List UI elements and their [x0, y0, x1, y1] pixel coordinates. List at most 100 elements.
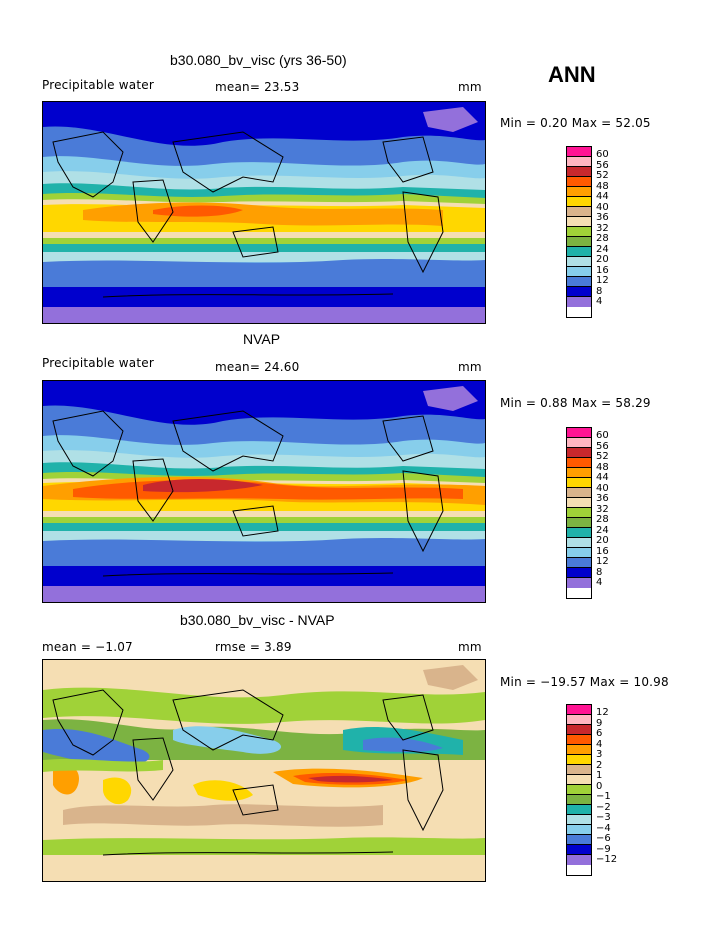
panel2-title: NVAP [243, 331, 281, 347]
colorbar-tick-label: −12 [596, 854, 618, 865]
colorbar-tick-label: 60 [596, 149, 609, 160]
panel2-colorbar-swatch [567, 438, 591, 448]
panel3-rmse-label: rmse = 3.89 [215, 640, 292, 654]
panel1-colorbar-swatch [567, 237, 591, 247]
panel1-colorbar-swatch [567, 157, 591, 167]
panel3-units: mm [458, 640, 482, 654]
colorbar-tick-label: 2 [596, 759, 603, 771]
panel2-colorbar-swatch [567, 558, 591, 568]
panel3-colorbar-swatch [567, 745, 591, 755]
panel2-map [42, 380, 486, 603]
colorbar-tick-label: 4 [596, 738, 603, 750]
panel1-colorbar-swatch [567, 167, 591, 177]
panel1-colorbar-swatch [567, 177, 591, 187]
colorbar-tick-label: 36 [596, 212, 609, 223]
panel3-title: b30.080_bv_visc - NVAP [180, 612, 335, 628]
panel1-colorbar-swatch [567, 247, 591, 257]
colorbar-tick-label: 40 [596, 201, 609, 213]
panel1-variable-label: Precipitable water [42, 78, 154, 92]
colorbar-tick-label: 32 [596, 503, 609, 515]
colorbar-tick-label: −2 [596, 801, 611, 813]
panel1-title: b30.080_bv_visc (yrs 36-50) [170, 52, 347, 68]
colorbar-tick-label: 56 [596, 159, 609, 171]
colorbar-tick-label: 9 [596, 717, 603, 729]
panel2-colorbar-swatch [567, 508, 591, 518]
colorbar-tick-label: 28 [596, 233, 609, 244]
colorbar-tick-label: −6 [596, 833, 611, 844]
panel3-colorbar-swatch [567, 855, 591, 865]
panel2-colorbar-swatch [567, 478, 591, 488]
panel1-colorbar-swatch [567, 197, 591, 207]
panel2-colorbar-swatch [567, 448, 591, 458]
panel1-mean-label: mean= 23.53 [215, 80, 300, 94]
panel1-colorbar-swatch [567, 257, 591, 267]
panel3-colorbar-swatch [567, 755, 591, 765]
panel2-colorbar-swatch [567, 498, 591, 508]
panel2-colorbar-swatch [567, 568, 591, 578]
panel1-minmax: Min = 0.20 Max = 52.05 [500, 116, 651, 130]
colorbar-tick-label: 44 [596, 472, 609, 483]
colorbar-tick-label: 52 [596, 451, 609, 462]
panel1-colorbar-swatch [567, 187, 591, 197]
colorbar-tick-label: 48 [596, 180, 609, 192]
panel1-colorbar-swatch [567, 227, 591, 237]
panel2-map-image [43, 381, 485, 602]
colorbar-tick-label: 16 [596, 545, 609, 557]
colorbar-tick-label: −9 [596, 843, 611, 855]
panel2-colorbar-swatch [567, 528, 591, 538]
panel2-colorbar-swatch [567, 538, 591, 548]
panel1-colorbar-swatch [567, 207, 591, 217]
panel3-colorbar-swatch [567, 795, 591, 805]
panel3-colorbar-swatch [567, 705, 591, 715]
panel1-colorbar-swatch [567, 277, 591, 287]
colorbar-tick-label: −4 [596, 822, 611, 834]
colorbar-tick-label: 1 [596, 770, 603, 781]
colorbar-tick-label: 20 [596, 535, 609, 546]
colorbar-tick-label: 12 [596, 275, 609, 286]
panel2-colorbar-swatch [567, 488, 591, 498]
colorbar-tick-label: 52 [596, 170, 609, 181]
panel2-colorbar-swatch [567, 548, 591, 558]
panel3-colorbar-swatch [567, 715, 591, 725]
colorbar-tick-label: 56 [596, 440, 609, 452]
panel3-colorbar-swatch [567, 815, 591, 825]
panel3-colorbar-swatch [567, 825, 591, 835]
panel1-colorbar-swatch [567, 217, 591, 227]
panel1-colorbar-swatch [567, 267, 591, 277]
colorbar-tick-label: 4 [596, 296, 603, 307]
colorbar-tick-label: 12 [596, 556, 609, 567]
panel2-colorbar [566, 427, 592, 599]
panel2-colorbar-swatch [567, 468, 591, 478]
panel1-colorbar [566, 146, 592, 318]
panel3-colorbar-swatch [567, 785, 591, 795]
panel3-minmax: Min = −19.57 Max = 10.98 [500, 675, 669, 689]
panel2-colorbar-swatch [567, 428, 591, 438]
panel2-units: mm [458, 360, 482, 374]
colorbar-tick-label: 44 [596, 191, 609, 202]
colorbar-tick-label: 8 [596, 285, 603, 297]
panel2-mean-label: mean= 24.60 [215, 360, 300, 374]
panel1-colorbar-swatch [567, 287, 591, 297]
panel3-map [42, 659, 486, 882]
colorbar-tick-label: 60 [596, 430, 609, 441]
panel3-colorbar-swatch [567, 725, 591, 735]
colorbar-tick-label: 6 [596, 728, 603, 739]
colorbar-tick-label: 28 [596, 514, 609, 525]
colorbar-tick-label: 40 [596, 482, 609, 494]
panel1-colorbar-swatch [567, 147, 591, 157]
colorbar-tick-label: 4 [596, 577, 603, 588]
colorbar-tick-label: 8 [596, 566, 603, 578]
panel2-variable-label: Precipitable water [42, 356, 154, 370]
colorbar-tick-label: 36 [596, 493, 609, 504]
panel1-map-image [43, 102, 485, 323]
colorbar-tick-label: 3 [596, 749, 603, 760]
colorbar-tick-label: 24 [596, 524, 609, 536]
panel3-colorbar [566, 704, 592, 876]
colorbar-tick-label: −1 [596, 791, 611, 802]
panel3-colorbar-swatch [567, 765, 591, 775]
panel2-minmax: Min = 0.88 Max = 58.29 [500, 396, 651, 410]
panel3-colorbar-swatch [567, 735, 591, 745]
colorbar-tick-label: 48 [596, 461, 609, 473]
colorbar-tick-label: 16 [596, 264, 609, 276]
panel3-colorbar-swatch [567, 845, 591, 855]
